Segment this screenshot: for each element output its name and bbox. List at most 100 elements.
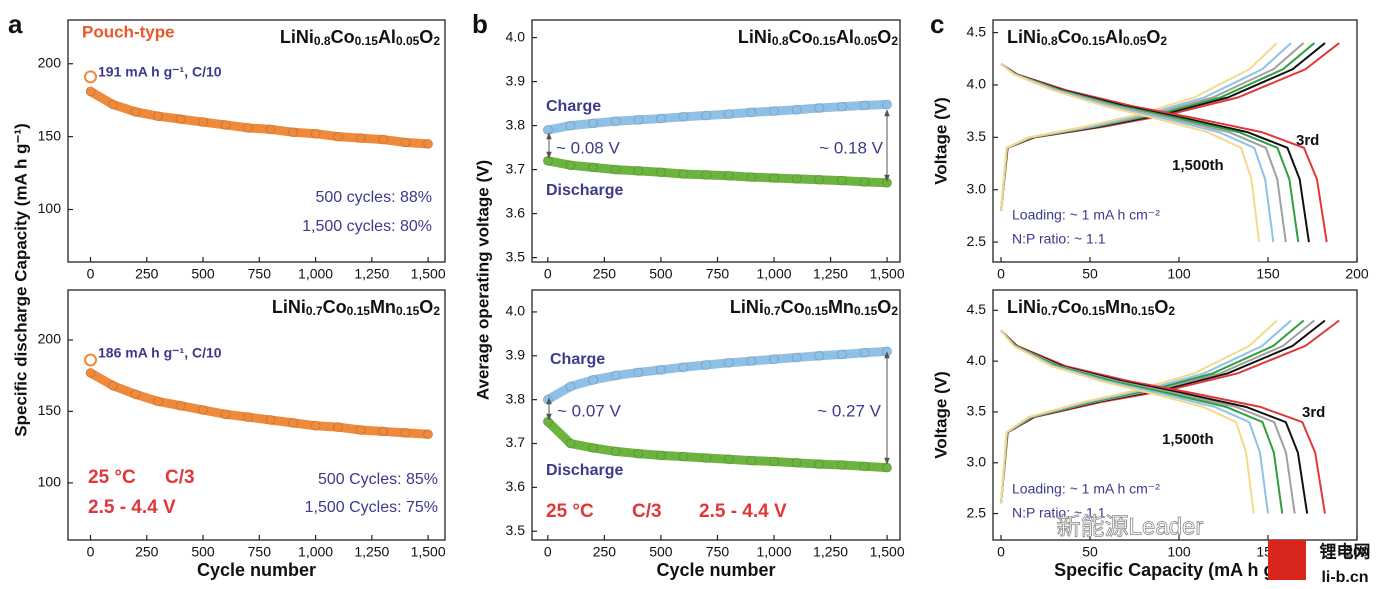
data-point bbox=[85, 367, 96, 378]
annotation: 3rd bbox=[1296, 132, 1319, 149]
data-point bbox=[588, 374, 599, 385]
formula-part: LiNi bbox=[738, 27, 772, 47]
data-point bbox=[633, 448, 644, 459]
y-tick-label: 3.6 bbox=[506, 204, 526, 220]
formula-subscript: 0.8 bbox=[772, 34, 789, 48]
data-point bbox=[723, 357, 734, 368]
x-axis-label: Specific Capacity (mA h g⁻¹) bbox=[1054, 560, 1296, 580]
annotation: 1,500th bbox=[1172, 157, 1224, 174]
data-point bbox=[633, 165, 644, 176]
formula-part: LiNi bbox=[1007, 27, 1041, 47]
x-tick-label: 1,500 bbox=[411, 544, 446, 560]
data-point bbox=[655, 113, 666, 124]
annotation: 2.5 - 4.4 V bbox=[88, 497, 176, 518]
data-point bbox=[84, 353, 98, 367]
data-point bbox=[701, 169, 712, 180]
formula-part: Co bbox=[1058, 27, 1082, 47]
formula-subscript: 0.15 bbox=[805, 304, 829, 318]
formula-subscript: 0.15 bbox=[813, 34, 837, 48]
data-point bbox=[588, 118, 599, 129]
data-point bbox=[882, 99, 893, 110]
data-point bbox=[542, 155, 553, 166]
data-point bbox=[836, 460, 847, 470]
formula-title: LiNi0.8Co0.15Al0.05O2 bbox=[1007, 27, 1167, 48]
y-axis-label: Average operating voltage (V) bbox=[473, 160, 492, 400]
data-point bbox=[678, 169, 689, 179]
data-point bbox=[814, 103, 825, 113]
annotation: Discharge bbox=[546, 462, 623, 479]
data-point bbox=[859, 176, 870, 187]
data-point bbox=[882, 462, 893, 473]
data-point bbox=[678, 111, 689, 122]
x-axis-label: Cycle number bbox=[197, 560, 316, 580]
annotation: Discharge bbox=[546, 182, 623, 199]
formula-part: O bbox=[419, 297, 433, 317]
curve bbox=[1000, 42, 1305, 211]
formula-subscript: 2 bbox=[1160, 34, 1167, 48]
formula-title: LiNi0.7Co0.15Mn0.15O2 bbox=[730, 297, 898, 318]
x-tick-label: 1,250 bbox=[354, 266, 389, 282]
y-tick-label: 100 bbox=[38, 200, 62, 216]
formula-part: LiNi bbox=[272, 297, 306, 317]
data-point bbox=[198, 117, 209, 128]
data-point bbox=[355, 425, 366, 435]
x-tick-label: 750 bbox=[248, 266, 272, 282]
annotation: Charge bbox=[546, 98, 601, 115]
double-arrows bbox=[546, 109, 890, 465]
data-point bbox=[130, 389, 141, 400]
plot-frame bbox=[67, 289, 446, 541]
annotation: C/3 bbox=[165, 467, 195, 488]
data-point bbox=[565, 438, 576, 449]
data-point bbox=[859, 347, 870, 358]
curve bbox=[1000, 42, 1326, 211]
x-tick-label: 50 bbox=[1082, 544, 1098, 560]
annotation: N:P ratio: ~ 1.1 bbox=[1012, 231, 1106, 247]
series-band bbox=[543, 156, 892, 188]
plot-frame bbox=[531, 19, 901, 263]
x-tick-label: 1,500 bbox=[870, 266, 905, 282]
annotation: 191 mA h g⁻¹, C/10 bbox=[98, 64, 222, 80]
annotation: 25 °C bbox=[88, 467, 136, 488]
series-band bbox=[543, 346, 892, 405]
annotation: ~ 0.18 V bbox=[819, 138, 883, 157]
y-tick-label: 4.0 bbox=[506, 303, 526, 319]
formula-subscript: 2 bbox=[433, 34, 440, 48]
data-point bbox=[723, 109, 734, 120]
data-point bbox=[565, 120, 576, 131]
formula-subscript: 0.15 bbox=[1082, 304, 1106, 318]
y-axis-label: Specific discharge Capacity (mA h g⁻¹) bbox=[11, 123, 30, 436]
data-point bbox=[746, 107, 757, 118]
formula-part: Mn bbox=[1105, 297, 1131, 317]
series-group bbox=[84, 70, 434, 149]
y-tick-label: 150 bbox=[38, 402, 62, 418]
x-tick-label: 200 bbox=[1345, 266, 1369, 282]
x-tick-label: 250 bbox=[593, 544, 617, 560]
formula-subscript: 0.05 bbox=[1123, 34, 1147, 48]
data-point bbox=[836, 175, 847, 186]
formula-part: Al bbox=[836, 27, 854, 47]
plot-frame bbox=[531, 289, 901, 541]
data-point bbox=[423, 138, 434, 149]
x-tick-label: 0 bbox=[997, 266, 1005, 282]
data-point bbox=[633, 114, 644, 125]
x-tick-label: 1,000 bbox=[298, 544, 333, 560]
data-point bbox=[655, 167, 666, 178]
data-point bbox=[746, 455, 757, 466]
data-point bbox=[791, 457, 802, 468]
data-point bbox=[723, 454, 734, 465]
data-point bbox=[769, 106, 780, 117]
data-point bbox=[542, 416, 553, 427]
y-tick-label: 3.0 bbox=[967, 180, 987, 196]
formula-subscript: 0.8 bbox=[314, 34, 331, 48]
y-tick-label: 2.5 bbox=[967, 233, 987, 249]
y-tick-label: 3.9 bbox=[506, 72, 526, 88]
data-point bbox=[85, 86, 96, 97]
data-point bbox=[423, 429, 434, 440]
formula-part: Al bbox=[378, 27, 396, 47]
data-point bbox=[84, 70, 98, 84]
annotation: C/3 bbox=[632, 501, 662, 522]
data-point bbox=[746, 356, 757, 367]
formula-part: Mn bbox=[828, 297, 854, 317]
x-tick-label: 0 bbox=[997, 544, 1005, 560]
annotation: 1,500th bbox=[1162, 431, 1214, 448]
